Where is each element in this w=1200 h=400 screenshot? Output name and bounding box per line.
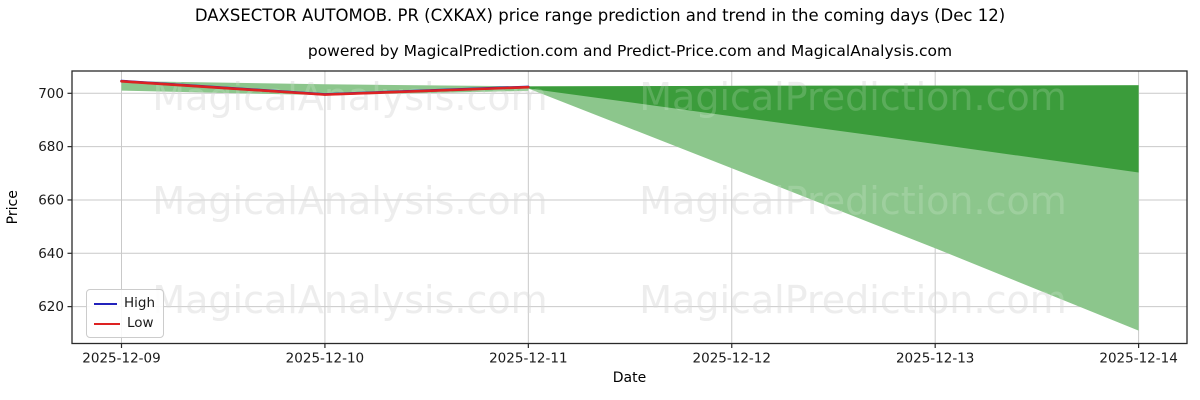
x-tick-label: 2025-12-13 <box>896 351 974 367</box>
watermark-left: MagicalAnalysis.com <box>152 278 547 322</box>
watermark-left: MagicalAnalysis.com <box>152 179 547 223</box>
band-forecast-inner-range <box>528 85 1139 173</box>
tick-labels: 2025-12-09 2025-12-10 2025-12-11 2025-12-12… <box>38 86 1178 367</box>
watermark-left: MagicalAnalysis.com <box>152 278 547 322</box>
watermark-left: MagicalAnalysis.com <box>152 75 547 119</box>
plot-border <box>71 70 1188 345</box>
x-tick-label: 2025-12-09 <box>82 351 160 367</box>
watermark-right: MagicalPrediction.com <box>639 179 1067 223</box>
y-axis-label: Price <box>5 190 21 224</box>
chart-title: DAXSECTOR AUTOMOB. PR (CXKAX) price rang… <box>194 6 1006 25</box>
x-tick-label: 2025-12-10 <box>286 351 364 367</box>
tick-marks <box>67 92 1140 348</box>
y-tick-label: 660 <box>38 192 64 208</box>
y-tick-label: 620 <box>38 299 64 315</box>
watermark-right: MagicalPrediction.com <box>639 278 1067 322</box>
y-tick-label: 640 <box>38 246 64 262</box>
y-tick-label: 700 <box>38 86 64 102</box>
watermark-right: MagicalPrediction.com <box>639 278 1067 322</box>
legend: High Low <box>86 289 164 338</box>
watermark-left: MagicalAnalysis.com <box>152 179 547 223</box>
watermark-right: MagicalPrediction.com <box>639 75 1067 119</box>
watermark-left: MagicalAnalysis.com <box>152 75 547 119</box>
series-line-low <box>120 80 530 96</box>
watermark-layer-front: MagicalAnalysis.com MagicalPrediction.com… <box>152 75 1066 322</box>
legend-label-high: High <box>123 295 155 311</box>
legend-item-high: High <box>94 295 155 312</box>
high-line-swatch <box>94 302 117 305</box>
x-tick-label: 2025-12-11 <box>489 351 567 367</box>
legend-item-low: Low <box>94 315 155 332</box>
legend-label-low: Low <box>127 315 154 331</box>
x-axis-label: Date <box>613 370 646 386</box>
x-tick-label: 2025-12-14 <box>1099 351 1177 367</box>
x-tick-label: 2025-12-12 <box>693 351 771 367</box>
y-tick-label: 680 <box>38 139 64 155</box>
chart-subtitle: powered by MagicalPrediction.com and Pre… <box>307 42 953 60</box>
low-line-swatch <box>94 322 120 325</box>
